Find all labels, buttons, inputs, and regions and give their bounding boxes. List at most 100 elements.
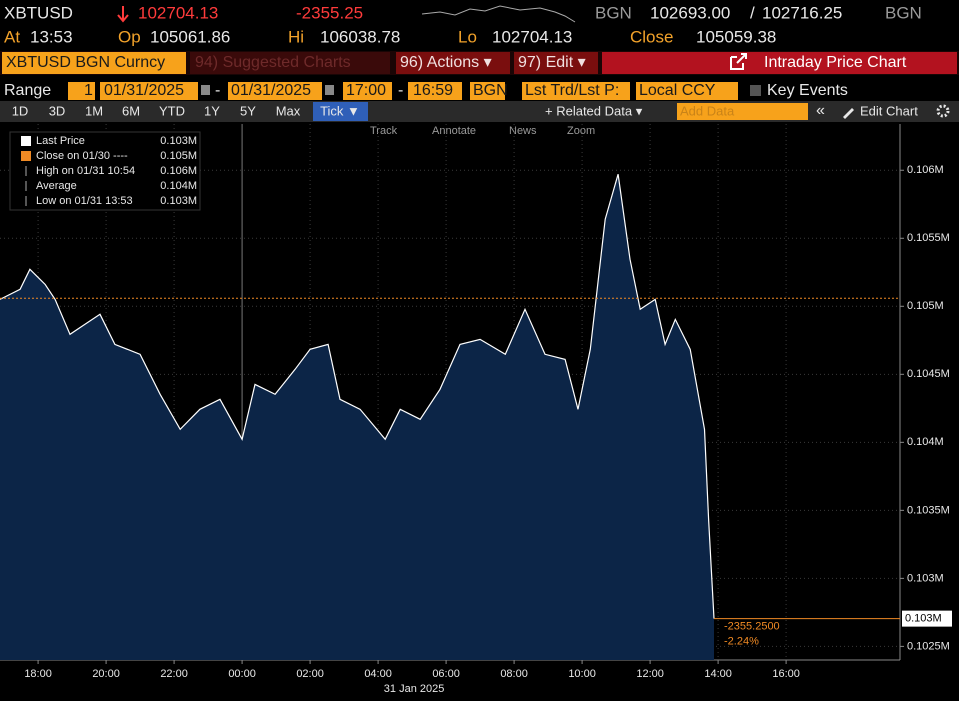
input[interactable] bbox=[677, 103, 808, 120]
button[interactable] bbox=[190, 52, 390, 74]
x-tick-label: 12:00 bbox=[636, 668, 664, 680]
checkbox[interactable] bbox=[750, 85, 761, 96]
x-tick-label: 04:00 bbox=[364, 668, 392, 680]
x-tick-label: 02:00 bbox=[296, 668, 324, 680]
y-tick-label: 0.1045M bbox=[907, 368, 950, 380]
period-button[interactable]: Max bbox=[276, 103, 301, 118]
y-tick-label: 0.1035M bbox=[907, 504, 950, 516]
collapse[interactable]: « bbox=[816, 102, 825, 119]
input[interactable] bbox=[408, 82, 462, 100]
pricing-source[interactable]: BGN bbox=[473, 82, 508, 99]
legend-value: 0.105M bbox=[160, 150, 197, 162]
period-button[interactable]: 5Y bbox=[240, 103, 256, 118]
edit[interactable]: 97) Edit ▾ bbox=[518, 54, 586, 71]
change-label: -2355.2500 bbox=[724, 621, 780, 633]
calendar-icon[interactable] bbox=[325, 85, 334, 95]
x-tick-label: 08:00 bbox=[500, 668, 528, 680]
stat-label: Hi bbox=[288, 27, 304, 46]
period-button[interactable]: Tick ▼ bbox=[320, 103, 360, 118]
legend-label: Average bbox=[36, 180, 77, 192]
sparkline bbox=[421, 5, 576, 23]
legend-value: 0.104M bbox=[160, 180, 197, 192]
input[interactable] bbox=[636, 82, 738, 100]
security[interactable]: XBTUSD BGN Curncy bbox=[6, 54, 165, 71]
stat-value: 105061.86 bbox=[150, 27, 230, 46]
security-box[interactable] bbox=[2, 52, 186, 74]
popout-icon[interactable] bbox=[730, 53, 747, 70]
x-tick-label: 00:00 bbox=[228, 668, 256, 680]
net-change: -2355.25 bbox=[296, 3, 363, 22]
actions[interactable]: 96) Actions ▾ bbox=[400, 54, 492, 71]
range-count[interactable]: 1 bbox=[84, 82, 93, 99]
stat-value: 106038.78 bbox=[320, 27, 400, 46]
end-date[interactable]: 01/31/2025 bbox=[231, 82, 311, 99]
stat-label: Close bbox=[630, 27, 673, 46]
legend-value: 0.106M bbox=[160, 165, 197, 177]
button[interactable] bbox=[514, 52, 598, 74]
stat-label: Op bbox=[118, 27, 141, 46]
start-date[interactable]: 01/31/2025 bbox=[104, 82, 184, 99]
input[interactable] bbox=[470, 82, 505, 100]
period-button[interactable]: YTD bbox=[159, 103, 185, 118]
input[interactable] bbox=[68, 82, 95, 100]
chart-tool[interactable]: News bbox=[509, 125, 537, 137]
y-tick-label: 0.104M bbox=[907, 436, 944, 448]
button[interactable] bbox=[396, 52, 510, 74]
change-label: -2.24% bbox=[724, 636, 759, 648]
x-tick-label: 14:00 bbox=[704, 668, 732, 680]
legend bbox=[9, 131, 201, 211]
input[interactable] bbox=[228, 82, 322, 100]
period-button[interactable]: 1Y bbox=[204, 103, 220, 118]
legend-label: High on 01/31 10:54 bbox=[36, 165, 135, 177]
stat-label: At bbox=[4, 27, 20, 46]
chart-tool[interactable]: Annotate bbox=[432, 125, 476, 137]
input[interactable] bbox=[343, 82, 392, 100]
stat-value: 102704.13 bbox=[492, 27, 572, 46]
period-button[interactable]: 1M bbox=[85, 103, 103, 118]
selected-period[interactable] bbox=[313, 102, 368, 121]
key-events[interactable]: Key Events bbox=[767, 82, 848, 99]
start-time[interactable]: 17:00 bbox=[346, 82, 386, 99]
stat-value: 13:53 bbox=[30, 27, 73, 46]
add-data[interactable]: Add Data bbox=[680, 103, 735, 118]
pencil-icon[interactable] bbox=[843, 108, 854, 119]
periods: 1D 3D 1M 6M YTD 1Y 5Y Max Tick ▼ Track Annotate New… bbox=[12, 103, 595, 136]
stat-value: 105059.38 bbox=[696, 27, 776, 46]
x-tick-label: 22:00 bbox=[160, 668, 188, 680]
legend-label: Last Price bbox=[36, 135, 85, 147]
period-button[interactable]: 1D bbox=[12, 103, 29, 118]
legend-label: Low on 01/31 13:53 bbox=[36, 195, 133, 207]
end-time[interactable]: 16:59 bbox=[413, 82, 453, 99]
legend-swatch bbox=[21, 151, 31, 161]
gear-icon[interactable] bbox=[936, 104, 950, 118]
last-price: 102704.13 bbox=[138, 3, 218, 22]
y-tick-label: 0.106M bbox=[907, 164, 944, 176]
suggested-charts[interactable]: 94) Suggested Charts bbox=[195, 54, 351, 71]
legend-entries: Last Price 0.103M Close on 01/30 ---- 0.105… bbox=[21, 135, 197, 207]
date-label: 31 Jan 2025 bbox=[384, 683, 445, 695]
chart-tool[interactable]: Zoom bbox=[567, 125, 595, 137]
x-tick-label: 06:00 bbox=[432, 668, 460, 680]
chart-tool[interactable]: Track bbox=[370, 125, 398, 137]
input[interactable] bbox=[522, 82, 630, 100]
chart: 0.1025M 0.103M 0.1035M 0.104M 0.1045M 0.105M 0… bbox=[0, 124, 952, 695]
last-price-label: 0.103M bbox=[905, 613, 942, 625]
y-tick-label: 0.1055M bbox=[907, 232, 950, 244]
calendar-icon[interactable] bbox=[201, 85, 210, 95]
period-button[interactable]: 6M bbox=[122, 103, 140, 118]
currency[interactable]: Local CCY bbox=[639, 82, 716, 99]
related-data[interactable]: + Related Data ▾ bbox=[545, 103, 643, 118]
field[interactable]: Lst Trd/Lst P: bbox=[525, 82, 619, 99]
period-button[interactable]: 3D bbox=[49, 103, 66, 118]
dash: - bbox=[215, 82, 220, 99]
down-arrow bbox=[117, 6, 129, 23]
input[interactable] bbox=[100, 82, 198, 100]
edit-chart[interactable]: Edit Chart bbox=[860, 103, 918, 118]
dash: - bbox=[398, 82, 403, 99]
legend-swatch bbox=[21, 136, 31, 146]
y-tick-label: 0.103M bbox=[907, 572, 944, 584]
ask: 102716.25 bbox=[762, 3, 842, 22]
x-tick-label: 10:00 bbox=[568, 668, 596, 680]
legend-value: 0.103M bbox=[160, 195, 197, 207]
range-label: Range bbox=[4, 82, 51, 99]
